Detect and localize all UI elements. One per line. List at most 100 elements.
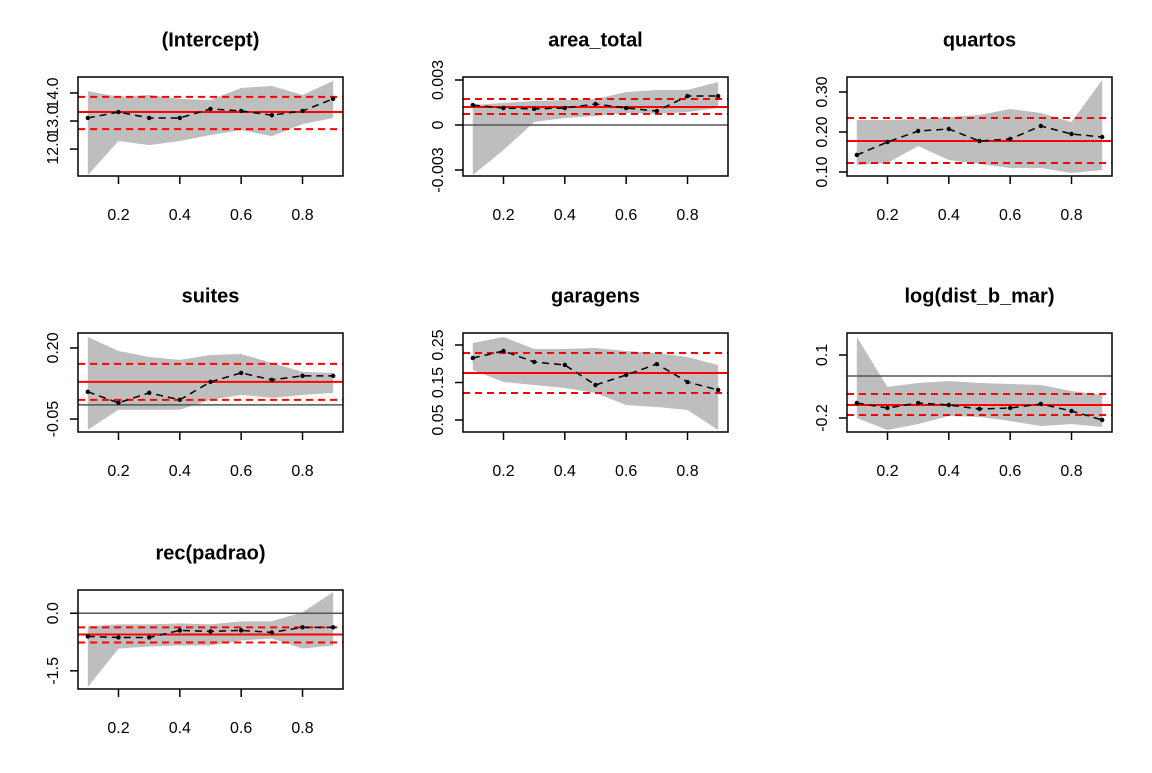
x-tick-label: 0.6 <box>999 207 1021 224</box>
coef-point <box>915 128 921 134</box>
x-tick-label: 0.8 <box>291 207 313 224</box>
coef-point <box>1099 417 1105 423</box>
panel-title: log(dist_b_mar) <box>904 285 1054 307</box>
coef-point <box>1099 134 1105 140</box>
coef-point <box>177 397 183 403</box>
panel: garagens 0.2 0.4 0.6 0.8 0.05 0.15 0.25 <box>430 285 729 480</box>
y-tick-label: 0.003 <box>430 60 447 100</box>
coef-point <box>269 377 275 383</box>
confidence-band <box>87 80 334 176</box>
coef-point <box>470 102 476 108</box>
coef-point <box>885 139 890 145</box>
y-tick-label: 0.25 <box>430 329 447 360</box>
coef-point <box>562 362 568 368</box>
x-tick-label: 0.2 <box>876 463 898 480</box>
y-tick-label: 0.30 <box>814 76 831 107</box>
panel: suites 0.2 0.4 0.6 0.8 -0.05 0.20 <box>45 285 344 480</box>
coef-point <box>685 93 690 99</box>
x-tick-label: 0.4 <box>554 207 576 224</box>
y-tick-label: 0.20 <box>45 332 62 363</box>
y-tick-label: 0.05 <box>430 404 447 435</box>
panel-title: garagens <box>551 285 640 307</box>
plot-box <box>462 76 729 177</box>
coef-point <box>208 629 213 634</box>
coef-point <box>146 115 152 121</box>
confidence-band <box>856 337 1103 430</box>
x-tick-label: 0.4 <box>169 207 191 224</box>
coef-point <box>146 390 152 396</box>
x-tick-label: 0.8 <box>1060 463 1082 480</box>
y-tick-label: -1.5 <box>45 657 62 685</box>
coef-point <box>885 405 890 411</box>
panel-title: quartos <box>943 29 1016 51</box>
y-tick-label: -0.2 <box>814 404 831 432</box>
coef-point <box>238 108 244 114</box>
confidence-band <box>87 591 334 687</box>
coef-point <box>85 389 91 395</box>
x-tick-label: 0.6 <box>230 720 252 737</box>
y-tick-label: -0.003 <box>430 147 447 192</box>
y-tick-label: 0 <box>430 120 447 129</box>
coef-point <box>531 359 537 365</box>
plot-box <box>846 332 1113 433</box>
coef-point <box>85 115 91 121</box>
plot-area <box>78 336 343 430</box>
panel-title: rec(padrao) <box>155 542 265 564</box>
coef-point <box>177 115 183 121</box>
coef-point <box>1069 131 1074 137</box>
panel: (Intercept) 0.2 0.4 0.6 0.8 12.013.014.0 <box>45 29 344 224</box>
confidence-band <box>472 81 719 175</box>
coef-point <box>977 406 982 412</box>
confidence-band <box>856 80 1103 173</box>
coef-point <box>593 101 598 107</box>
x-tick-label: 0.2 <box>107 720 129 737</box>
coef-point <box>208 106 213 112</box>
coef-point <box>854 152 860 158</box>
x-tick-label: 0.8 <box>291 720 313 737</box>
coef-point <box>501 348 506 354</box>
coef-point <box>685 379 690 385</box>
coef-line <box>472 350 719 391</box>
plot-area <box>463 337 728 431</box>
coef-point <box>269 112 275 118</box>
x-tick-label: 0.6 <box>230 463 252 480</box>
x-tick-label: 0.4 <box>938 463 960 480</box>
coef-point <box>146 635 152 640</box>
coef-point <box>623 105 629 111</box>
x-tick-label: 0.8 <box>1060 207 1082 224</box>
x-tick-label: 0.4 <box>554 463 576 480</box>
panel: log(dist_b_mar) 0.2 0.4 0.6 0.8 -0.2 0.1 <box>814 285 1113 480</box>
plot-area <box>78 80 343 176</box>
y-tick-label: 0.10 <box>814 156 831 187</box>
plot-box <box>846 76 1113 177</box>
coef-point <box>177 628 183 633</box>
coef-point <box>238 370 244 376</box>
coef-point <box>531 106 537 112</box>
y-tick-label: 0.15 <box>430 367 447 398</box>
coef-point <box>238 628 244 633</box>
coef-point <box>330 96 336 102</box>
plot-area <box>847 80 1112 173</box>
x-tick-label: 0.2 <box>876 207 898 224</box>
coef-point <box>116 400 121 406</box>
x-tick-label: 0.6 <box>615 207 637 224</box>
x-tick-label: 0.2 <box>107 463 129 480</box>
coef-point <box>915 400 921 406</box>
plot-box <box>77 332 344 433</box>
coef-point <box>330 373 336 379</box>
x-tick-label: 0.8 <box>676 207 698 224</box>
coef-point <box>116 635 121 640</box>
panel-title: suites <box>182 285 240 307</box>
coef-point <box>623 372 629 378</box>
coef-point <box>208 379 213 385</box>
panel: rec(padrao) 0.2 0.4 0.6 0.8 -1.5 0.0 <box>45 542 344 737</box>
x-tick-label: 0.4 <box>938 207 960 224</box>
panel-title: (Intercept) <box>162 29 260 51</box>
x-tick-label: 0.2 <box>492 463 514 480</box>
panel: quartos 0.2 0.4 0.6 0.8 0.10 0.20 0.30 <box>814 29 1113 224</box>
coef-point <box>116 109 121 115</box>
x-tick-label: 0.8 <box>291 463 313 480</box>
coef-point <box>501 105 506 111</box>
coef-point <box>85 634 91 639</box>
